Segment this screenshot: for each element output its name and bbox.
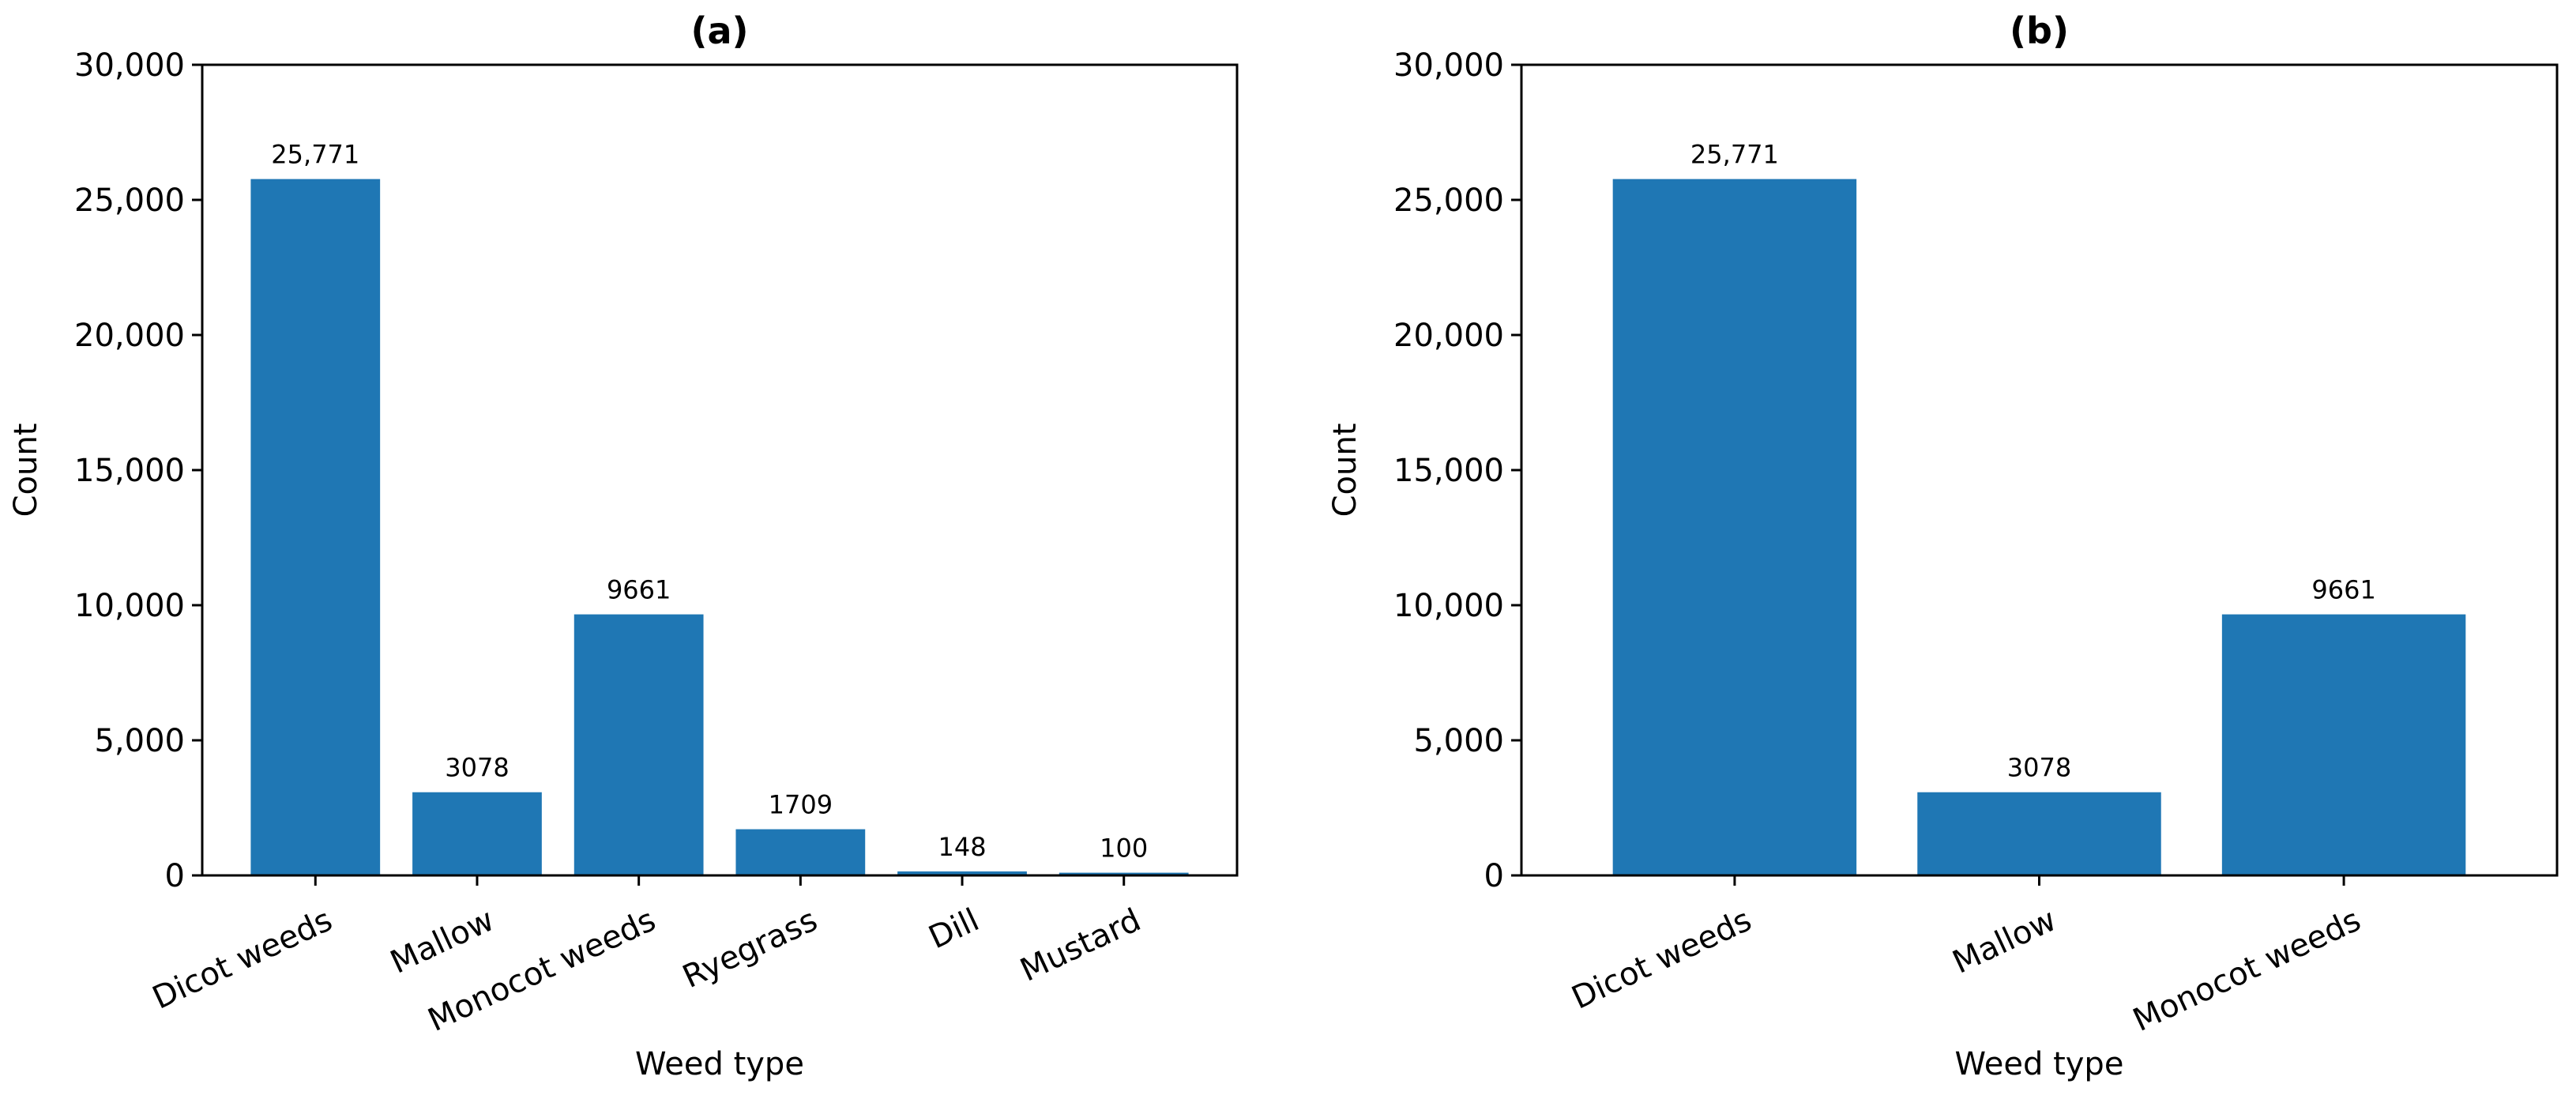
y-tick-label-a-15000: 15,000 [74, 453, 185, 489]
bar-a-monocot-weeds [573, 614, 704, 875]
y-tick-label-b-25000: 25,000 [1393, 183, 1504, 219]
x-tick-label-a-mustard: Mustard [1015, 901, 1146, 988]
bar-a-mallow [412, 792, 542, 875]
y-tick-label-b-20000: 20,000 [1393, 318, 1504, 354]
chart-panel-b: 0 5,000 10,000 15,000 20,000 25,000 30,000 Dico… [1327, 9, 2559, 1082]
bar-b-mallow [1917, 792, 2161, 875]
y-tick-label-b-0: 0 [1484, 858, 1504, 894]
data-label-a-dill: 148 [938, 832, 986, 862]
bar-b-dicot-weeds [1612, 179, 1857, 875]
y-tick-label-a-0: 0 [165, 858, 185, 894]
data-label-a-dicot-weeds: 25,771 [271, 140, 359, 170]
y-axis-label-a: Count [8, 423, 44, 518]
x-tick-label-b-dicot-weeds: Dicot weeds [1566, 901, 1757, 1016]
x-tick-label-a-dill: Dill [923, 901, 985, 956]
chart-panel-a: 0 5,000 10,000 15,000 20,000 25,000 30,000 Dico… [8, 9, 1239, 1082]
bar-a-ryegrass [735, 829, 866, 875]
x-tick-label-b-monocot-weeds: Monocot weeds [2127, 901, 2366, 1038]
chart-title-b: (b) [2010, 9, 2069, 52]
x-axis-label-b: Weed type [1955, 1046, 2124, 1082]
bar-a-mustard [1059, 872, 1189, 875]
data-label-a-ryegrass: 1709 [769, 790, 833, 820]
y-tick-label-a-30000: 30,000 [74, 47, 185, 84]
y-tick-label-a-25000: 25,000 [74, 183, 185, 219]
y-tick-label-a-20000: 20,000 [74, 318, 185, 354]
x-tick-label-b-mallow: Mallow [1947, 901, 2062, 980]
data-label-b-dicot-weeds: 25,771 [1690, 140, 1779, 170]
y-tick-label-a-10000: 10,000 [74, 588, 185, 624]
x-tick-label-a-ryegrass: Ryegrass [677, 901, 822, 995]
y-tick-label-b-5000: 5,000 [1413, 723, 1504, 759]
y-tick-label-a-5000: 5,000 [94, 723, 185, 759]
x-tick-label-a-mallow: Mallow [385, 901, 499, 980]
y-tick-label-b-30000: 30,000 [1393, 47, 1504, 84]
data-label-a-mustard: 100 [1100, 834, 1148, 864]
bar-a-dicot-weeds [250, 179, 381, 875]
data-label-b-mallow: 3078 [2007, 753, 2071, 783]
y-axis-label-b: Count [1327, 423, 1363, 518]
bar-b-monocot-weeds [2221, 614, 2466, 875]
x-tick-label-a-dicot-weeds: Dicot weeds [147, 901, 337, 1016]
data-label-b-monocot-weeds: 9661 [2311, 575, 2375, 605]
data-label-a-mallow: 3078 [445, 753, 509, 783]
bar-a-dill [897, 871, 1027, 875]
y-tick-label-b-15000: 15,000 [1393, 453, 1504, 489]
y-tick-label-b-10000: 10,000 [1393, 588, 1504, 624]
x-axis-label-a: Weed type [635, 1046, 804, 1082]
data-label-a-monocot-weeds: 9661 [607, 575, 671, 605]
chart-title-a: (a) [690, 9, 748, 52]
